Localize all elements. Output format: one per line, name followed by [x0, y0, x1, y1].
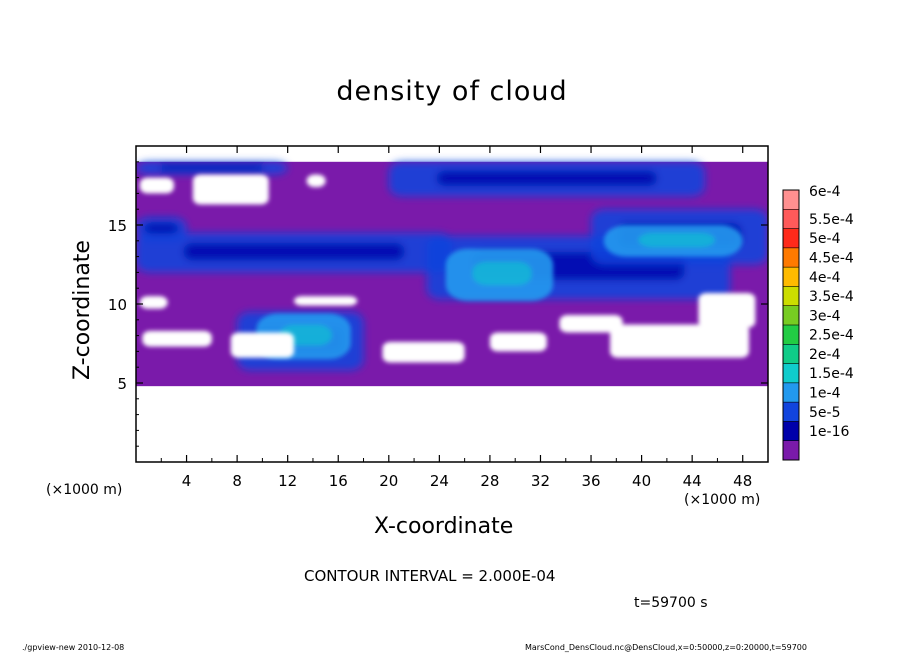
chart-title: density of cloud: [336, 76, 568, 107]
colorbar-label: 5e-4: [809, 231, 841, 247]
x-tick-label: 4: [182, 472, 192, 490]
colorbar-swatch: [783, 267, 799, 287]
x-tick-label: 40: [632, 472, 651, 490]
footer-source: MarsCond_DensCloud.nc@DensCloud,x=0:5000…: [525, 643, 807, 652]
field-clear-patch: [489, 332, 547, 352]
y-tick-label: 5: [117, 375, 127, 393]
colorbar-swatch: [783, 440, 799, 461]
field-clear-patch: [139, 177, 174, 194]
colorbar-label: 5e-5: [809, 405, 840, 421]
density-field: [136, 161, 768, 387]
y-tick-label: 15: [108, 217, 127, 235]
colorbar-label: 1.5e-4: [809, 366, 854, 382]
x-tick-label: 36: [581, 472, 600, 490]
colorbar-label: 4.5e-4: [809, 251, 854, 267]
x-axis-title: X-coordinate: [374, 514, 514, 539]
y-tick-label: 10: [108, 296, 127, 314]
x-tick-label: 48: [733, 472, 752, 490]
colorbar-swatch: [783, 305, 799, 326]
y-axis-title: Z-coordinate: [70, 240, 95, 380]
field-clear-patch: [698, 292, 756, 328]
colorbar-label: 3e-4: [809, 308, 841, 324]
colorbar-label: 3.5e-4: [809, 289, 854, 305]
x-unit-label-right: (×1000 m): [684, 492, 761, 508]
field-clear-patch: [294, 296, 358, 306]
field-clear-patch: [559, 315, 623, 333]
colorbar-swatch: [783, 209, 799, 230]
colorbar: 6e-4 5.5e-4 5e-4 4.5e-4 4e-4 3.5e-4 3e-4 2.5e-4…: [782, 184, 854, 461]
field-region-low-core: [436, 170, 658, 187]
colorbar-swatch: [783, 382, 799, 403]
field-region-low-core: [143, 223, 179, 234]
x-unit-label-left: (×1000 m): [46, 482, 123, 498]
field-region-low-core: [183, 242, 405, 261]
x-axis: 4 8 12 16 20 24 28 32 36 40 44 48: [160, 146, 752, 490]
colorbar-swatch: [783, 402, 799, 422]
field-region-mid-core: [638, 232, 715, 248]
colorbar-label: 2.5e-4: [809, 328, 854, 344]
x-tick-label: 44: [683, 472, 702, 490]
colorbar-swatch: [783, 247, 799, 268]
field-region-low-core: [158, 164, 265, 171]
colorbar-label: 1e-16: [809, 424, 849, 440]
field-clear-patch: [139, 296, 168, 309]
colorbar-swatch: [783, 286, 799, 307]
colorbar-label: 5.5e-4: [809, 212, 854, 228]
x-tick-label: 28: [480, 472, 499, 490]
field-clear-patch: [610, 324, 750, 358]
x-tick-label: 16: [329, 472, 348, 490]
y-axis: 5 10 15: [108, 161, 768, 447]
colorbar-swatch: [783, 190, 799, 210]
colorbar-swatch: [783, 325, 799, 345]
field-clear-patch: [192, 174, 269, 205]
colorbar-swatch: [783, 344, 799, 365]
x-tick-label: 32: [531, 472, 550, 490]
x-tick-label: 12: [278, 472, 297, 490]
colorbar-swatch: [783, 228, 799, 249]
x-tick-label: 20: [379, 472, 398, 490]
field-clear-patch: [142, 330, 212, 347]
colorbar-label: 1e-4: [809, 386, 841, 402]
field-clear-patch: [230, 332, 294, 358]
field-clear-patch: [382, 341, 465, 363]
x-tick-label: 24: [430, 472, 449, 490]
x-tick-label: 8: [232, 472, 242, 490]
colorbar-label: 6e-4: [809, 184, 841, 200]
footer-program: ./gpview-new 2010-12-08: [22, 643, 125, 652]
colorbar-swatch: [783, 363, 799, 384]
time-label: t=59700 s: [634, 595, 708, 611]
field-region-mid-core: [472, 261, 532, 286]
colorbar-label: 2e-4: [809, 347, 841, 363]
colorbar-swatch: [783, 421, 799, 442]
colorbar-label: 4e-4: [809, 270, 841, 286]
field-clear-patch: [306, 174, 326, 188]
contour-interval: CONTOUR INTERVAL = 2.000E-04: [304, 567, 556, 585]
